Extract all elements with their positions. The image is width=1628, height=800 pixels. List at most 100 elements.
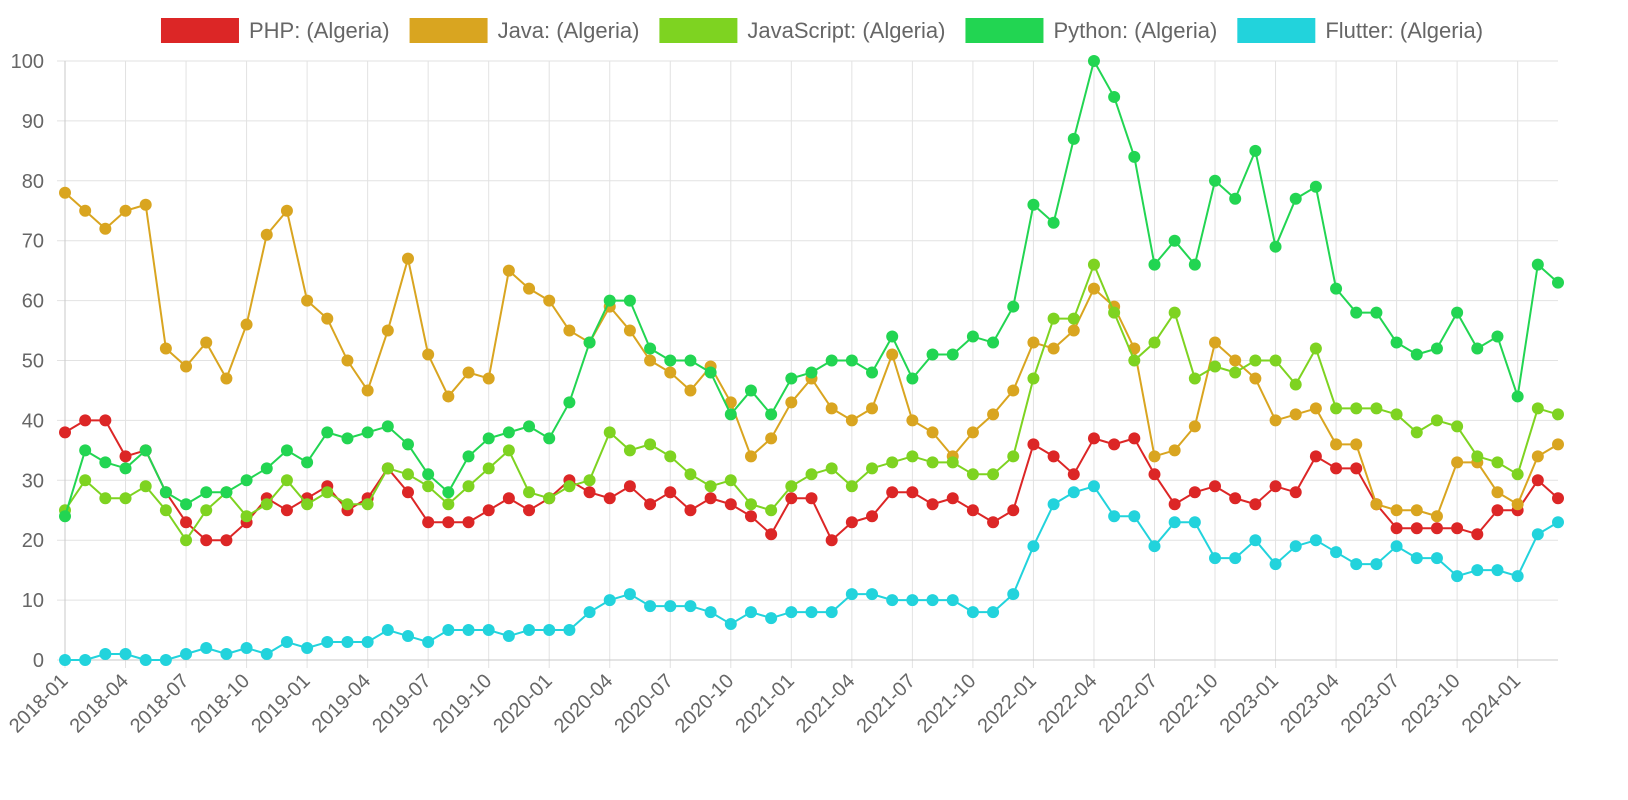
data-point[interactable] — [341, 354, 354, 367]
data-point[interactable] — [1451, 456, 1464, 469]
data-point[interactable] — [119, 492, 132, 505]
data-point[interactable] — [1148, 258, 1161, 271]
data-point[interactable] — [1229, 492, 1242, 505]
data-point[interactable] — [401, 438, 414, 451]
data-point[interactable] — [1209, 552, 1222, 565]
data-point[interactable] — [1552, 516, 1564, 529]
data-point[interactable] — [502, 426, 515, 439]
data-point[interactable] — [825, 606, 838, 619]
data-point[interactable] — [1188, 372, 1201, 385]
data-point[interactable] — [1410, 504, 1423, 517]
data-point[interactable] — [1047, 342, 1060, 355]
data-point[interactable] — [1269, 558, 1282, 571]
data-point[interactable] — [482, 372, 495, 385]
data-point[interactable] — [664, 600, 677, 613]
data-point[interactable] — [563, 624, 576, 637]
data-point[interactable] — [159, 342, 172, 355]
data-point[interactable] — [906, 594, 919, 607]
data-point[interactable] — [1148, 450, 1161, 463]
data-point[interactable] — [1451, 522, 1464, 535]
data-point[interactable] — [280, 474, 293, 487]
data-point[interactable] — [99, 222, 112, 235]
data-point[interactable] — [1531, 450, 1544, 463]
data-point[interactable] — [1410, 552, 1423, 565]
data-point[interactable] — [442, 516, 455, 529]
data-point[interactable] — [502, 444, 515, 457]
data-point[interactable] — [684, 600, 697, 613]
data-point[interactable] — [845, 354, 858, 367]
data-point[interactable] — [1148, 336, 1161, 349]
data-point[interactable] — [341, 636, 354, 649]
data-point[interactable] — [280, 204, 293, 217]
data-point[interactable] — [583, 486, 596, 499]
data-point[interactable] — [1229, 192, 1242, 205]
data-point[interactable] — [1128, 432, 1141, 445]
data-point[interactable] — [361, 384, 374, 397]
data-point[interactable] — [401, 252, 414, 265]
data-point[interactable] — [644, 498, 657, 511]
data-point[interactable] — [1168, 444, 1181, 457]
data-point[interactable] — [603, 294, 616, 307]
data-point[interactable] — [583, 336, 596, 349]
data-point[interactable] — [866, 462, 879, 475]
data-point[interactable] — [563, 480, 576, 493]
data-point[interactable] — [1027, 372, 1040, 385]
data-point[interactable] — [401, 630, 414, 643]
data-point[interactable] — [200, 504, 213, 517]
data-point[interactable] — [79, 444, 92, 457]
data-point[interactable] — [785, 480, 798, 493]
data-point[interactable] — [139, 480, 152, 493]
data-point[interactable] — [1330, 438, 1343, 451]
data-point[interactable] — [220, 534, 233, 547]
data-point[interactable] — [240, 318, 253, 331]
data-point[interactable] — [59, 186, 71, 199]
data-point[interactable] — [906, 372, 919, 385]
data-point[interactable] — [866, 402, 879, 415]
data-point[interactable] — [240, 474, 253, 487]
data-point[interactable] — [966, 330, 979, 343]
data-point[interactable] — [785, 396, 798, 409]
data-point[interactable] — [1007, 504, 1020, 517]
data-point[interactable] — [825, 462, 838, 475]
data-point[interactable] — [1430, 510, 1443, 523]
data-point[interactable] — [966, 504, 979, 517]
data-point[interactable] — [1552, 492, 1564, 505]
data-point[interactable] — [1047, 450, 1060, 463]
data-point[interactable] — [1491, 330, 1504, 343]
data-point[interactable] — [200, 336, 213, 349]
data-point[interactable] — [744, 384, 757, 397]
data-point[interactable] — [926, 498, 939, 511]
data-point[interactable] — [361, 636, 374, 649]
data-point[interactable] — [1249, 144, 1262, 157]
data-point[interactable] — [1410, 426, 1423, 439]
data-point[interactable] — [260, 648, 273, 661]
data-point[interactable] — [220, 648, 233, 661]
data-point[interactable] — [442, 498, 455, 511]
data-point[interactable] — [1309, 402, 1322, 415]
data-point[interactable] — [1087, 432, 1100, 445]
data-point[interactable] — [1047, 216, 1060, 229]
data-point[interactable] — [321, 312, 334, 325]
data-point[interactable] — [260, 498, 273, 511]
data-point[interactable] — [805, 606, 818, 619]
data-point[interactable] — [59, 426, 71, 439]
data-point[interactable] — [987, 606, 1000, 619]
data-point[interactable] — [99, 492, 112, 505]
data-point[interactable] — [724, 498, 737, 511]
data-point[interactable] — [1370, 306, 1383, 319]
data-point[interactable] — [442, 486, 455, 499]
data-point[interactable] — [119, 648, 132, 661]
data-point[interactable] — [1309, 342, 1322, 355]
data-point[interactable] — [381, 420, 394, 433]
data-point[interactable] — [1430, 342, 1443, 355]
data-point[interactable] — [543, 294, 556, 307]
data-point[interactable] — [1350, 306, 1363, 319]
data-point[interactable] — [926, 348, 939, 361]
data-point[interactable] — [1531, 402, 1544, 415]
data-point[interactable] — [1148, 540, 1161, 553]
data-point[interactable] — [1007, 300, 1020, 313]
data-point[interactable] — [1067, 312, 1080, 325]
data-point[interactable] — [280, 636, 293, 649]
data-point[interactable] — [1350, 462, 1363, 475]
data-point[interactable] — [523, 282, 536, 295]
